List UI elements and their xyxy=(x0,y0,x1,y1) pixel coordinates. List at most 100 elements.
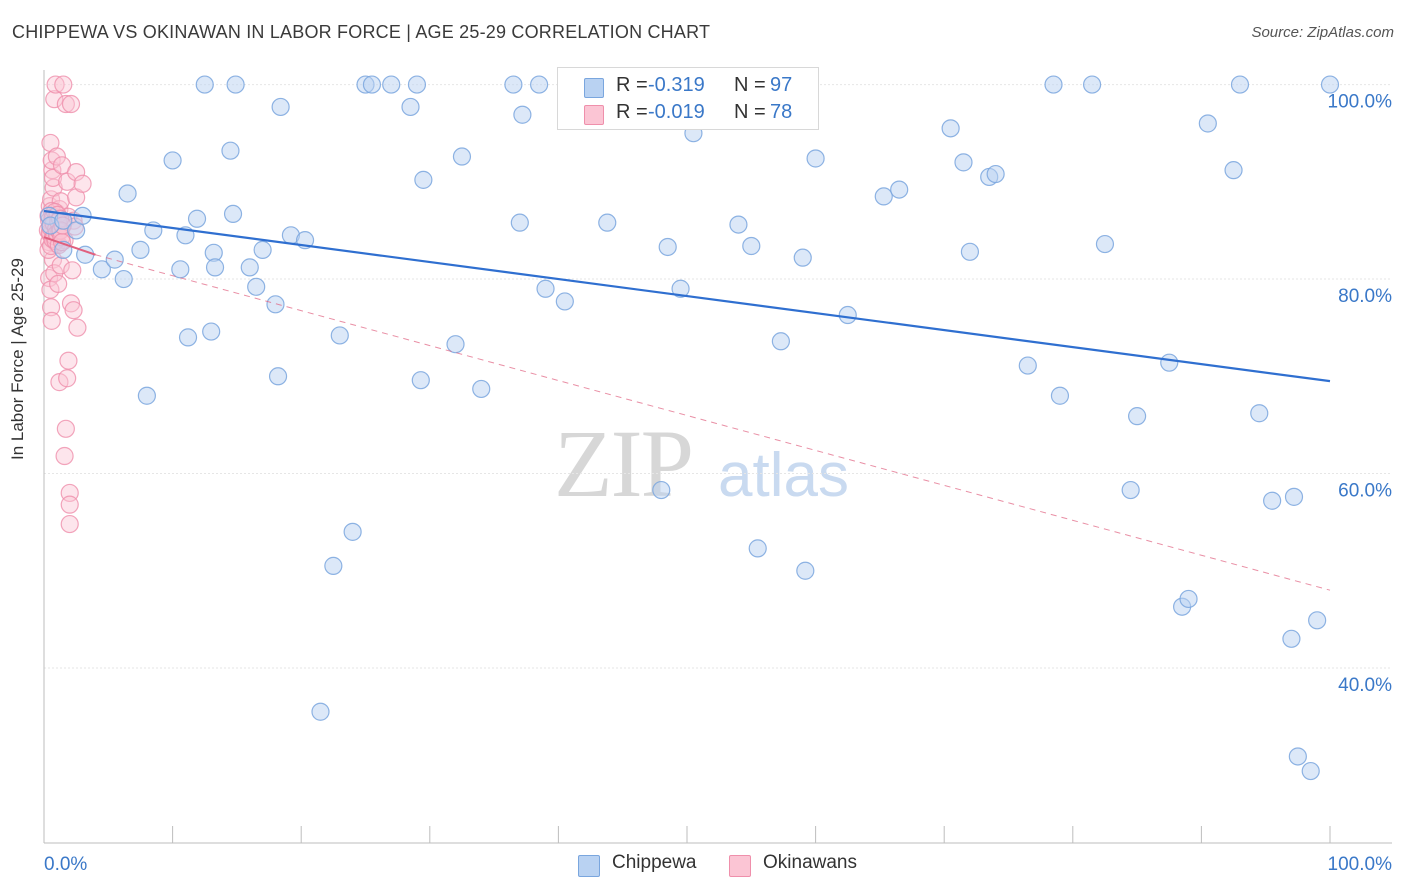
watermark-zip: ZIP xyxy=(554,410,694,517)
chippewa-point xyxy=(472,379,491,399)
chippewa-point xyxy=(131,240,150,259)
okinawan-point xyxy=(60,514,79,534)
chippewa-point xyxy=(1121,480,1140,500)
chippewa-point xyxy=(1095,234,1115,254)
watermark-atlas: atlas xyxy=(718,441,849,510)
chippewa-point xyxy=(92,260,111,279)
okinawan-point xyxy=(68,318,87,337)
okinawan-point xyxy=(67,162,86,182)
okinawan-point xyxy=(73,174,92,193)
legend-n-label: N = xyxy=(734,101,766,123)
chippewa-point xyxy=(118,184,137,203)
chippewa-point xyxy=(446,335,465,354)
chippewa-point xyxy=(748,539,767,558)
chippewa-point xyxy=(941,119,960,138)
chippewa-point xyxy=(530,75,549,94)
chippewa-point xyxy=(504,75,523,94)
chippewa-point xyxy=(1160,353,1179,372)
chippewa-point xyxy=(986,164,1005,184)
chippewa-point xyxy=(1308,611,1327,630)
chippewa-point xyxy=(137,386,156,405)
okinawan-point xyxy=(46,75,65,94)
chippewa-point xyxy=(1127,407,1147,426)
legend-r-value: -0.019 xyxy=(648,101,705,123)
chippewa-point xyxy=(1250,404,1269,423)
legend-r-value: -0.319 xyxy=(648,74,705,96)
chippewa-point xyxy=(671,279,690,298)
okinawan-point xyxy=(41,298,61,317)
okinawan-point xyxy=(47,147,66,166)
chippewa-point xyxy=(510,213,529,232)
chippewa-point xyxy=(452,147,472,166)
legend-n-value: 78 xyxy=(770,101,793,123)
okinawan-point xyxy=(54,75,73,94)
y-tick-label: 60.0% xyxy=(1338,481,1392,502)
chippewa-point xyxy=(1224,161,1243,180)
chippewa-point xyxy=(1282,629,1301,648)
chippewa-point xyxy=(221,141,240,160)
chippewa-point xyxy=(324,556,343,575)
chippewa-point xyxy=(536,279,555,298)
x-tick-label: 0.0% xyxy=(44,854,87,875)
chippewa-point xyxy=(202,322,221,341)
chippewa-trend-line xyxy=(43,209,1331,383)
okinawan-trend-line xyxy=(43,236,96,256)
chippewa-point xyxy=(401,97,420,117)
bottom-legend-label-chippewa: Chippewa xyxy=(612,852,697,873)
chippewa-point xyxy=(1230,75,1250,94)
bottom-legend-swatch-okinawans xyxy=(729,855,751,877)
chippewa-point xyxy=(1288,747,1307,766)
chippewa-point xyxy=(960,242,980,261)
okinawan-point xyxy=(55,446,74,466)
chippewa-point xyxy=(1179,589,1198,609)
chippewa-point xyxy=(1284,487,1304,506)
y-tick-label: 40.0% xyxy=(1338,675,1392,696)
chippewa-point xyxy=(195,75,214,94)
chippewa-point xyxy=(223,204,243,224)
okinawan-point xyxy=(45,90,64,109)
chippewa-point xyxy=(598,213,617,232)
chippewa-point xyxy=(178,328,198,347)
chippewa-point xyxy=(362,75,382,94)
y-axis-label: In Labor Force | Age 25-29 xyxy=(8,258,27,460)
chippewa-point xyxy=(311,702,330,721)
chippewa-point xyxy=(742,236,761,256)
chippewa-point xyxy=(1301,761,1320,781)
chippewa-point xyxy=(838,305,857,325)
chippewa-point xyxy=(240,258,259,277)
chippewa-point xyxy=(806,149,825,168)
okinawan-point xyxy=(64,301,83,320)
chippewa-point xyxy=(1044,75,1063,94)
source-credit: Source: ZipAtlas.com xyxy=(1251,24,1394,41)
chippewa-point xyxy=(247,277,266,296)
chippewa-point xyxy=(163,151,182,170)
okinawan-point xyxy=(60,495,79,514)
okinawan-point xyxy=(58,369,77,388)
chippewa-point xyxy=(105,250,124,269)
okinawan-point xyxy=(61,94,81,114)
bottom-legend-label-okinawans: Okinawans xyxy=(763,852,857,873)
chippewa-point xyxy=(874,187,893,206)
okinawan-point xyxy=(43,168,63,188)
okinawan-trend-line-dashed xyxy=(95,254,1331,591)
chippewa-point xyxy=(771,332,790,351)
chippewa-point xyxy=(1198,114,1217,133)
okinawan-point xyxy=(63,261,82,280)
chippewa-point xyxy=(407,75,427,94)
y-tick-label: 80.0% xyxy=(1338,286,1392,307)
legend-box: R = -0.319 N = 97 R = -0.019 N = 78 xyxy=(557,67,819,130)
chippewa-point xyxy=(414,170,433,189)
x-tick-label: 100.0% xyxy=(1328,854,1393,875)
legend-swatch-okinawans xyxy=(584,105,604,125)
chippewa-point xyxy=(652,480,671,500)
chippewa-point xyxy=(796,561,815,580)
chippewa-point xyxy=(343,522,362,541)
chippewa-point xyxy=(271,97,290,117)
okinawan-point xyxy=(56,419,75,438)
chippewa-point xyxy=(1082,75,1102,94)
chippewa-point xyxy=(1263,491,1282,510)
chippewa-point xyxy=(793,248,812,267)
chippewa-point xyxy=(268,367,288,386)
okinawan-point xyxy=(42,311,61,330)
